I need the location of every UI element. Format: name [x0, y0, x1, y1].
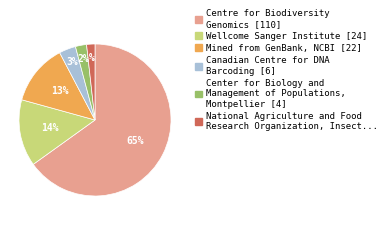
Wedge shape — [76, 44, 95, 120]
Text: 13%: 13% — [51, 86, 68, 96]
Text: 65%: 65% — [127, 136, 144, 146]
Wedge shape — [22, 53, 95, 120]
Text: %: % — [89, 53, 95, 63]
Wedge shape — [87, 44, 95, 120]
Wedge shape — [19, 100, 95, 164]
Legend: Centre for Biodiversity
Genomics [110], Wellcome Sanger Institute [24], Mined fr: Centre for Biodiversity Genomics [110], … — [195, 9, 380, 131]
Wedge shape — [33, 44, 171, 196]
Text: 14%: 14% — [41, 123, 59, 133]
Text: 3%: 3% — [66, 57, 78, 67]
Text: 2%: 2% — [78, 54, 89, 64]
Wedge shape — [60, 47, 95, 120]
